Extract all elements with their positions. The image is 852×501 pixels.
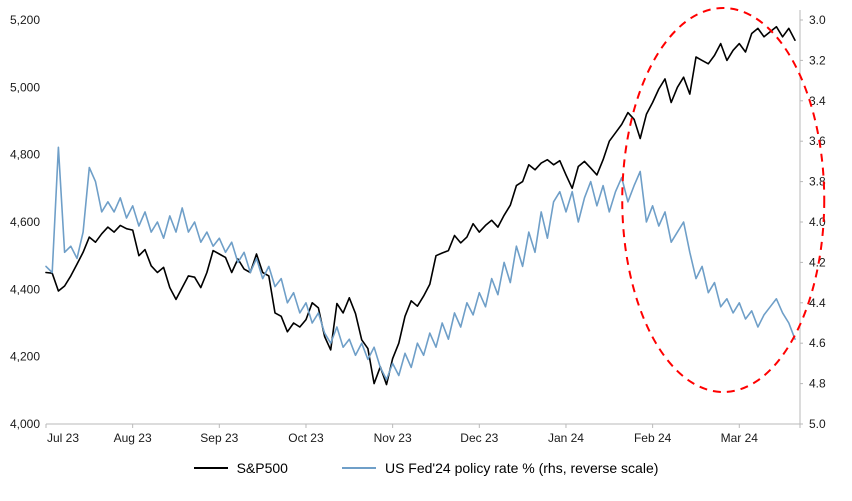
sp500-line-swatch xyxy=(193,467,228,469)
left-axis-label: 4,400 xyxy=(10,282,40,296)
right-axis-label: 3.6 xyxy=(809,134,826,148)
x-axis-label: Oct 23 xyxy=(288,431,324,445)
right-axis-label: 4.4 xyxy=(809,296,826,310)
left-axis-label: 5,200 xyxy=(10,13,40,27)
left-axis-label: 4,600 xyxy=(10,215,40,229)
x-axis-label: Jul 23 xyxy=(47,431,79,445)
right-axis-label: 5.0 xyxy=(809,417,826,431)
right-axis-label: 3.4 xyxy=(809,94,826,108)
sp500-line xyxy=(45,25,796,386)
right-axis-label: 4.8 xyxy=(809,377,826,391)
legend-label-sp500: S&P500 xyxy=(236,460,288,476)
legend-item-fed-rate: US Fed'24 policy rate % (rhs, reverse sc… xyxy=(341,460,659,476)
x-axis-label: Aug 23 xyxy=(114,431,152,445)
left-axis-label: 4,800 xyxy=(10,148,40,162)
x-axis-label: Feb 24 xyxy=(634,431,672,445)
right-axis-label: 3.2 xyxy=(809,53,826,67)
right-axis-label: 4.0 xyxy=(809,215,826,229)
right-axis-label: 4.2 xyxy=(809,255,826,269)
x-axis-label: Mar 24 xyxy=(721,431,759,445)
left-axis-label: 4,200 xyxy=(10,350,40,364)
chart-canvas: Jul 23 Aug 23 Sep 23 Oct 23 Nov 23 Dec 23 Jan … xyxy=(10,7,826,445)
right-axis-label: 3.8 xyxy=(809,175,826,189)
fed-rate-line xyxy=(45,146,796,381)
legend-item-sp500: S&P500 xyxy=(193,460,288,476)
x-axis-label: Nov 23 xyxy=(374,431,412,445)
left-axis-label: 5,000 xyxy=(10,80,40,94)
fed-rate-line-swatch xyxy=(341,467,376,469)
chart-legend: S&P500 US Fed'24 policy rate % (rhs, rev… xyxy=(0,460,852,476)
right-axis-label: 3.0 xyxy=(809,13,826,27)
x-axis-label: Jan 24 xyxy=(548,431,584,445)
legend-label-fed-rate: US Fed'24 policy rate % (rhs, reverse sc… xyxy=(384,460,659,476)
x-axis-label: Dec 23 xyxy=(460,431,498,445)
divergence-highlight-ellipse xyxy=(621,7,826,393)
right-axis-label: 4.6 xyxy=(809,336,826,350)
left-axis-label: 4,000 xyxy=(10,417,40,431)
x-axis-label: Sep 23 xyxy=(200,431,238,445)
